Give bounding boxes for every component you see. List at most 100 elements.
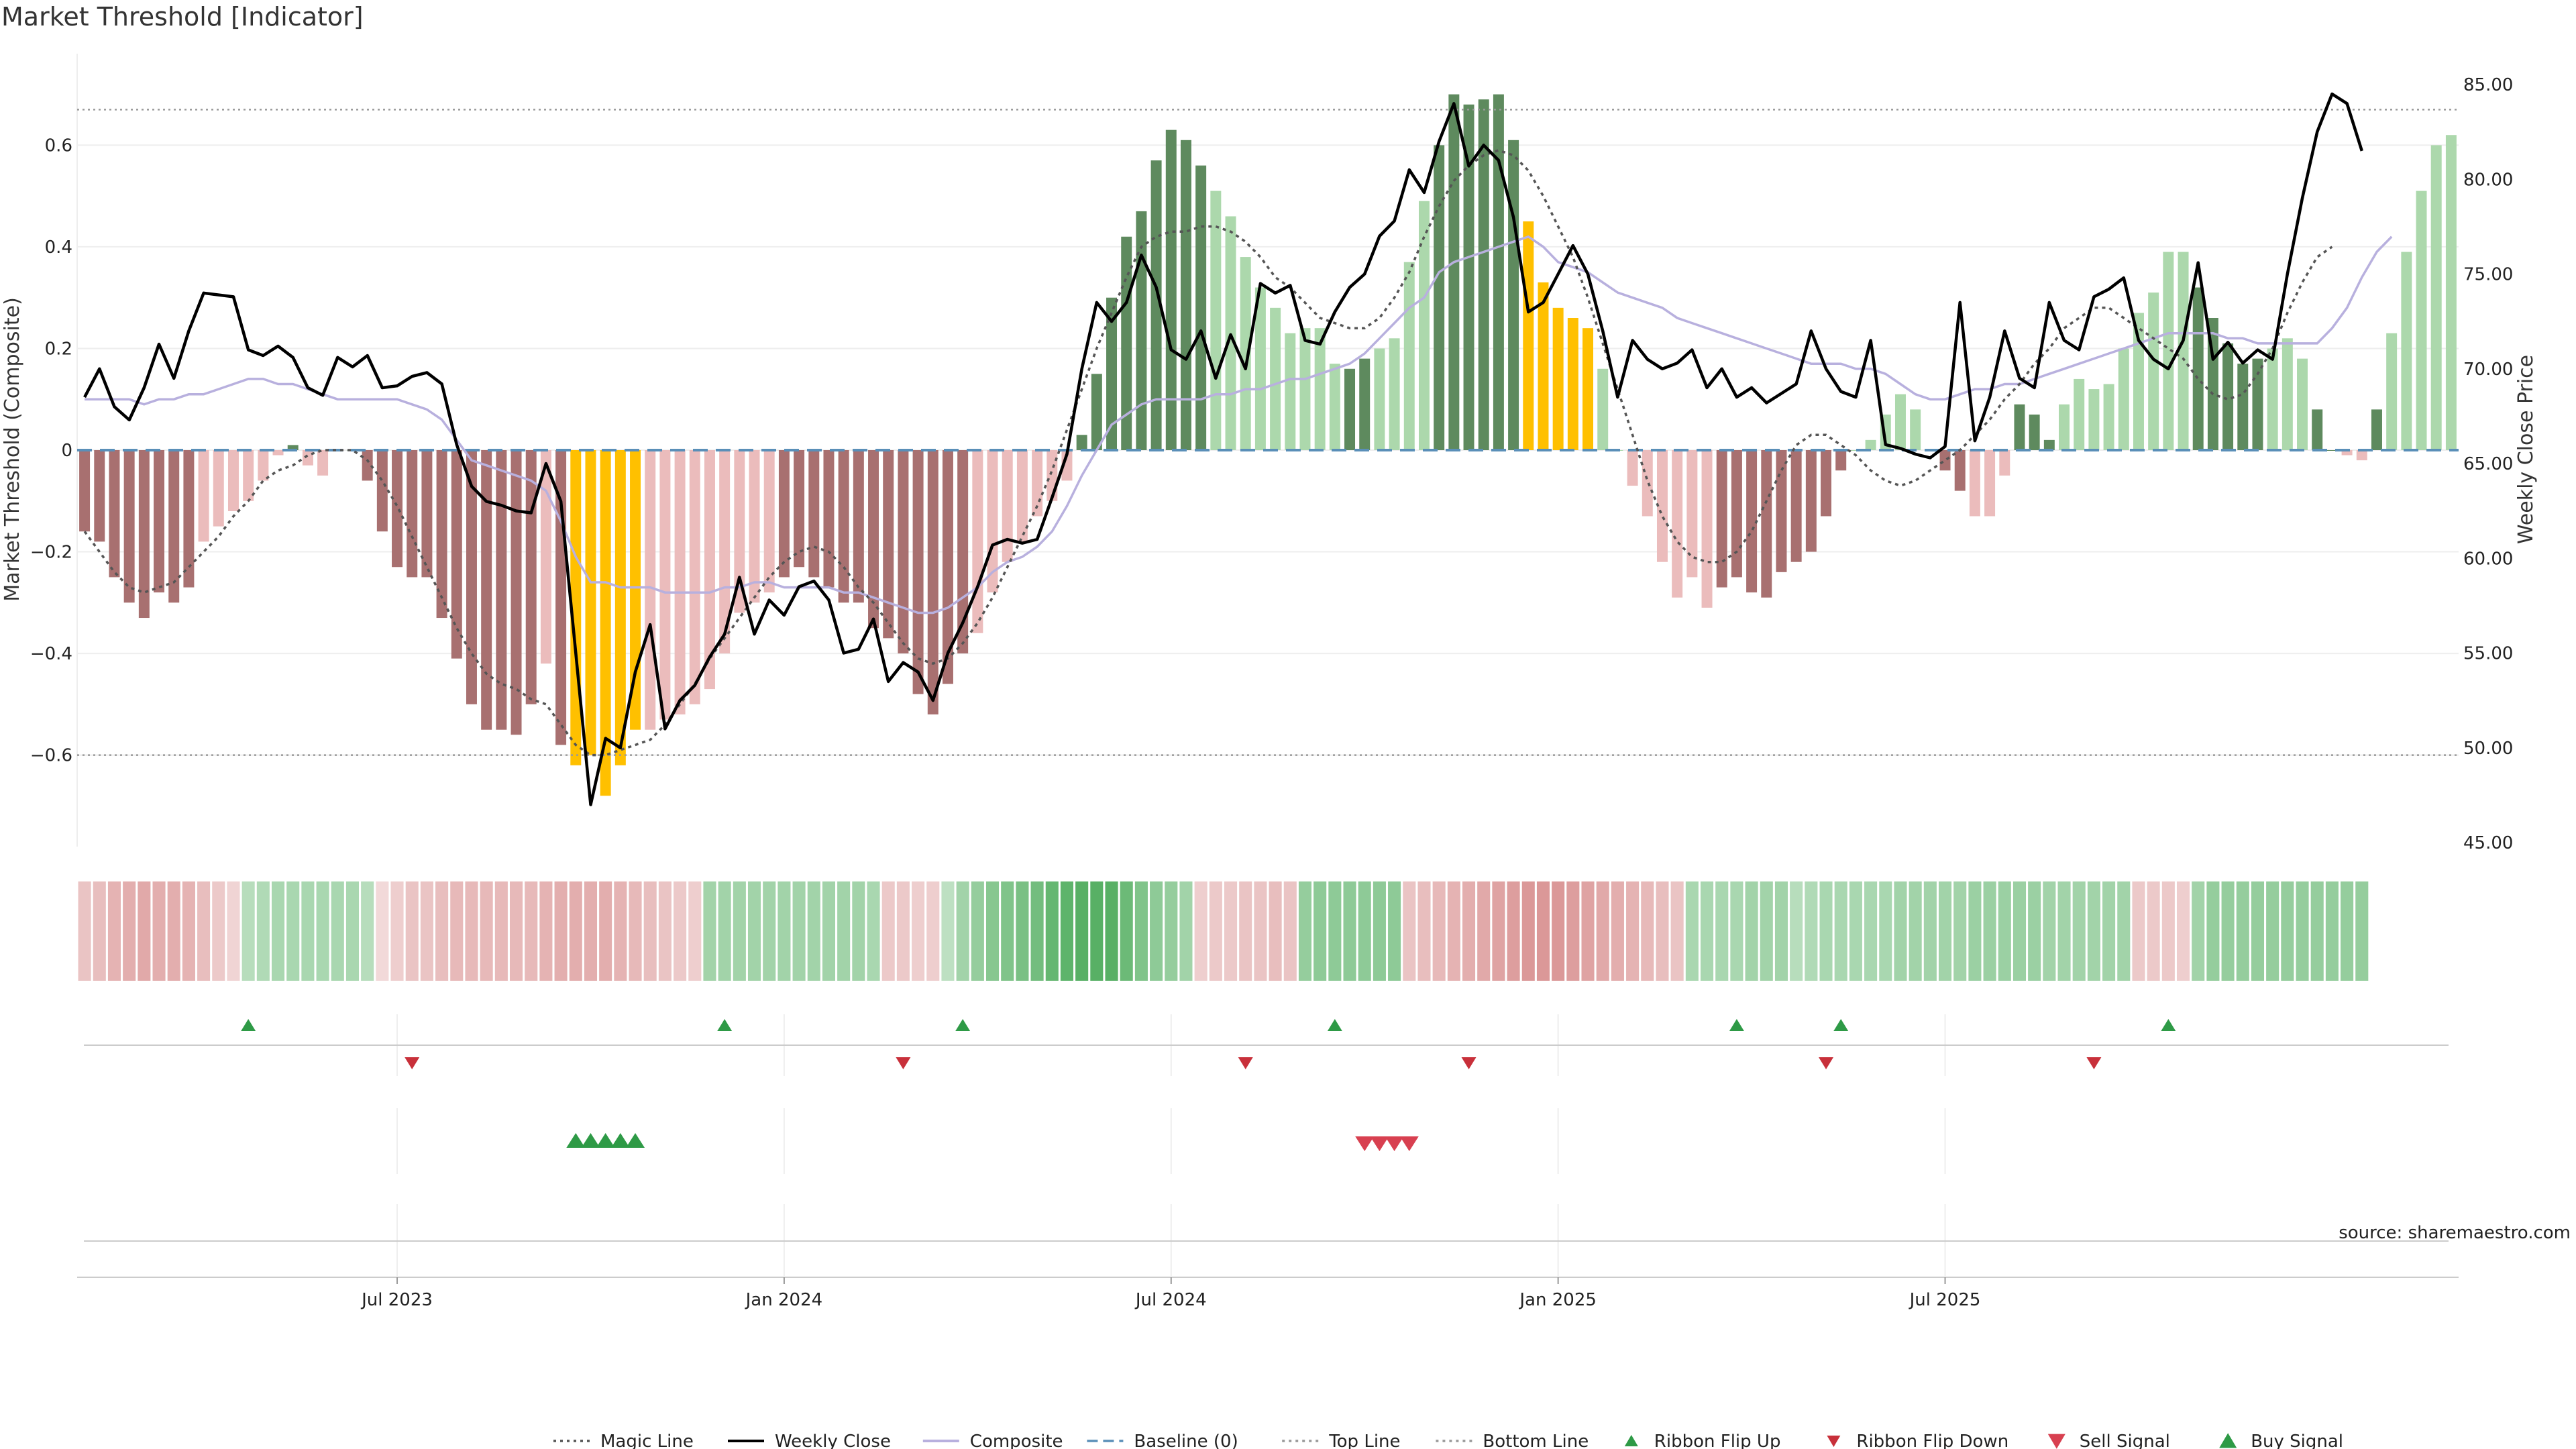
ribbon-cell [1670,881,1684,981]
composite-bar [79,450,91,532]
legend-label: Bottom Line [1483,1432,1589,1449]
ribbon-cell [1283,881,1297,981]
composite-bar [1731,450,1742,578]
composite-bar [2088,389,2100,450]
composite-bar [1790,450,1802,562]
legend-item-baseline-0: Baseline (0) [1087,1432,1238,1449]
composite-bar [883,450,894,639]
ribbon-cell [2310,881,2324,981]
composite-bar [1672,450,1683,598]
ribbon-cell [2281,881,2294,981]
ribbon-cell [688,881,702,981]
composite-bar [1508,140,1519,451]
composite-bar [2118,348,2129,450]
composite-bar [1344,368,1356,450]
composite-bar [1761,450,1772,598]
y-tick-right: 75.00 [2463,265,2513,285]
composite-bar [1776,450,1787,572]
composite-bar [2341,450,2353,455]
y-tick-right: 70.00 [2463,360,2513,380]
composite-bar [2297,358,2308,450]
legend-item-buy-signal: Buy Signal [2219,1432,2343,1449]
x-ticks: Jul 2023 Jan 2024 Jul 2024 Jan 2025 Jul 2025 [77,1277,2459,1310]
ribbon-cell [1030,881,1044,981]
composite-bar [942,450,953,684]
ribbon-cell [1685,881,1699,981]
composite-bar [585,450,596,755]
composite-bar [1493,94,1504,451]
composite-bar [898,450,909,654]
composite-bar [1478,99,1489,450]
ribbon-cell [1150,881,1163,981]
ribbon-cell [2147,881,2160,981]
legend-item-composite: Composite [922,1432,1063,1449]
composite-bar [1359,358,1371,450]
y-tick-right: 50.00 [2463,739,2513,759]
x-tick-label: Jul 2024 [1134,1290,1207,1310]
composite-bar [1999,450,2010,476]
composite-bar [1910,409,1921,450]
ribbon-cell [1894,881,1907,981]
ribbon-cell [107,881,121,981]
ribbon-cell [1298,881,1312,981]
ribbon-flip-up-marker [1729,1019,1744,1031]
composite-bar [972,450,983,633]
ribbon-cell [1983,881,1996,981]
ribbon-cell [1552,881,1565,981]
composite-bar [1805,450,1817,552]
y-axis-right-label: Weekly Close Price [2514,355,2538,544]
ribbon-cell [777,881,791,981]
composite-bar [823,450,835,588]
composite-bar [496,450,507,730]
composite-bar [1403,262,1415,450]
ribbon-cell [152,881,166,981]
composite-bar [243,450,254,501]
composite-bar [362,450,373,481]
ribbon-cell [1165,881,1178,981]
source-note: source: sharemaestro.com [2339,1223,2571,1243]
composite-bar [2312,409,2323,450]
ribbon-cell [241,881,255,981]
ribbon-cell [985,881,1000,981]
ribbon-cell [1998,881,2011,981]
ribbon-cell [78,881,91,981]
ribbon-cell [1090,881,1104,981]
legend-label: Magic Line [600,1432,694,1449]
y-tick-right: 65.00 [2463,454,2513,474]
composite-bar [1150,160,1162,450]
ribbon-cell [763,881,776,981]
composite-bar [1597,368,1609,450]
ribbon-cell [1521,881,1535,981]
legend-item-bottom-line: Bottom Line [1436,1432,1589,1449]
ribbon-flip-up-marker [955,1019,971,1031]
composite-bar [525,450,537,704]
x-tick-label: Jan 2024 [745,1290,823,1310]
ribbon-cell [212,881,225,981]
ribbon-cell [182,881,195,981]
sell-signal-marker [1355,1136,1375,1151]
composite-bar [1329,364,1340,450]
composite-bar [1582,328,1594,450]
ribbon-cell [2266,881,2279,981]
ribbon-cell [1388,881,1401,981]
composite-bar [2103,384,2114,450]
legend-item-top-line: Top Line [1282,1432,1401,1449]
composite-bar [1091,374,1102,450]
y-tick-left: −0.4 [30,644,72,664]
composite-bar [2074,378,2085,450]
ribbon-cell [1209,881,1222,981]
ribbon-cell [658,881,672,981]
composite-bar [1418,201,1430,450]
composite-bar [392,450,403,568]
composite-bar [2222,343,2234,450]
ribbon-cell [2192,881,2205,981]
buy-signal-marker [626,1133,645,1148]
ribbon-cell [93,881,106,981]
ribbon-cell [1105,881,1118,981]
composite-bar [376,450,388,532]
ribbon-cell [123,881,136,981]
ribbon-cell [674,881,687,981]
ribbon-cell [971,881,984,981]
ribbon-cell [2117,881,2131,981]
ribbon-cell [1269,881,1282,981]
